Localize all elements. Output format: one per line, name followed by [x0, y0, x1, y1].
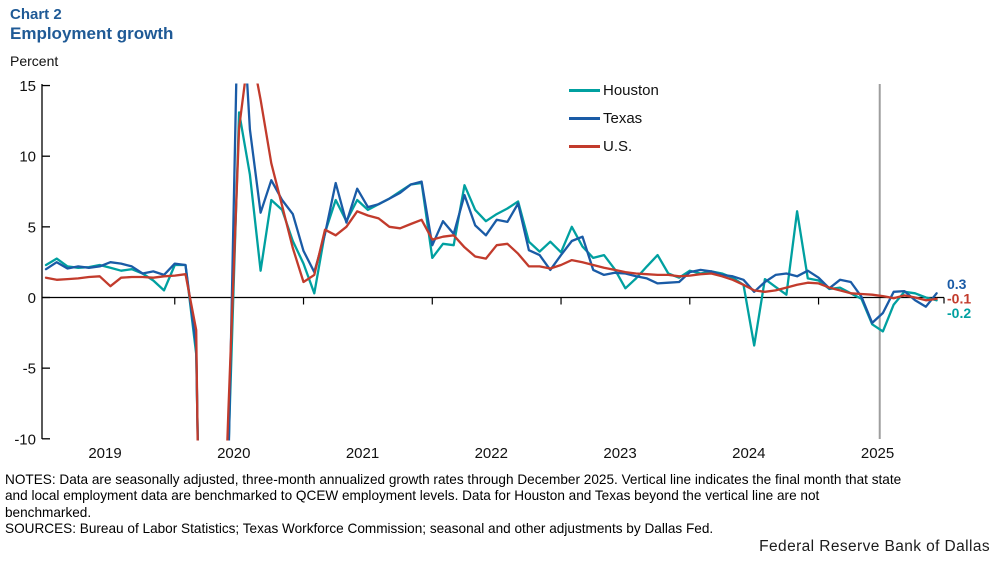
- page-title: Employment growth: [10, 24, 174, 43]
- x-year-label: 2021: [346, 445, 379, 462]
- x-year-label: 2025: [861, 445, 894, 462]
- legend-label: Houston: [603, 81, 659, 99]
- y-tick-label: 10: [19, 149, 36, 166]
- y-tick-label: -10: [14, 431, 36, 448]
- legend-item-texas: Texas: [569, 104, 659, 132]
- y-tick-label: 15: [19, 78, 36, 95]
- texas-line: [44, 83, 938, 441]
- x-year-label: 2022: [475, 445, 508, 462]
- chart-legend: Houston Texas U.S.: [569, 76, 659, 160]
- x-year-label: 2024: [732, 445, 765, 462]
- x-year-label: 2023: [603, 445, 636, 462]
- us-end-value-label: -0.1: [947, 291, 971, 307]
- notes-line: NOTES: Data are seasonally adjusted, thr…: [5, 472, 902, 487]
- legend-label: Texas: [603, 109, 643, 127]
- notes-line: benchmarked.: [5, 504, 92, 520]
- y-tick-label: 0: [28, 290, 36, 307]
- legend-item-us: U.S.: [569, 132, 659, 160]
- us-line: [44, 83, 938, 441]
- sources-line: SOURCES: Bureau of Labor Statistics; Tex…: [5, 521, 714, 537]
- texas-line-swatch: [569, 116, 600, 120]
- legend-item-houston: Houston: [569, 76, 659, 104]
- y-axis-unit-label: Percent: [10, 53, 59, 69]
- houston-line-swatch: [569, 88, 600, 92]
- y-tick-label: -5: [23, 361, 36, 378]
- org-wordmark: Federal Reserve Bank of Dallas: [759, 538, 990, 555]
- x-year-label: 2020: [217, 445, 250, 462]
- texas-end-value-label: 0.3: [947, 276, 967, 292]
- employment-growth-chart: 15 10 5 0 -5 -10 2019 2020 2021 2022 2023 2024 2025 0…: [14, 78, 971, 462]
- legend-label: U.S.: [603, 137, 633, 155]
- us-line-swatch: [569, 144, 600, 148]
- chart-number-label: Chart 2: [10, 6, 62, 23]
- x-year-label: 2019: [88, 445, 121, 462]
- y-tick-label: 5: [28, 219, 36, 236]
- houston-end-value-label: -0.2: [947, 305, 971, 321]
- notes-line: and local employment data are benchmarke…: [5, 488, 820, 504]
- chart-notes: NOTES: Data are seasonally adjusted, thr…: [5, 472, 995, 538]
- houston-line: [44, 111, 938, 441]
